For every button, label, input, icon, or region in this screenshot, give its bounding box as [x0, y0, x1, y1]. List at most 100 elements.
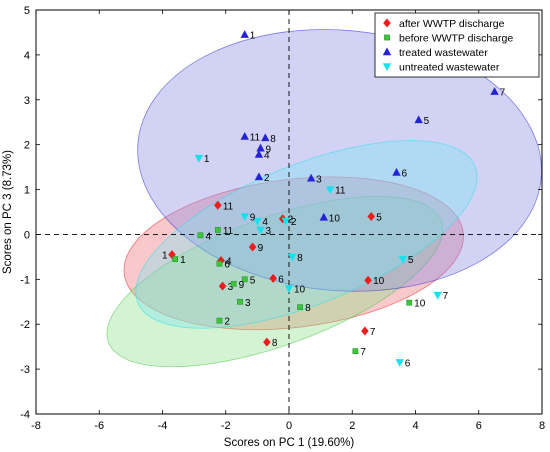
point-label: 9 — [250, 212, 256, 223]
point-label: 8 — [305, 303, 311, 314]
legend-label: after WWTP discharge — [399, 18, 505, 30]
point-label: 7 — [370, 327, 376, 338]
square-point — [237, 298, 243, 305]
point-label: 7 — [360, 347, 366, 358]
diamond-point — [217, 255, 225, 265]
legend-triangle-up-marker — [382, 47, 392, 56]
ellipse-triangle-up — [137, 29, 542, 292]
square-point — [214, 227, 221, 233]
y-tick-label: 4 — [24, 50, 30, 62]
triangle-down-point — [240, 213, 249, 222]
point-label: 8 — [270, 134, 276, 145]
x-tick-label: 2 — [349, 420, 355, 432]
square-point — [297, 304, 303, 311]
point-label: 8 — [297, 253, 303, 264]
diamond-point — [214, 200, 222, 210]
x-tick-label: 8 — [539, 420, 545, 432]
point-label: 2 — [288, 215, 294, 226]
point-label: 5 — [250, 275, 256, 286]
confidence-ellipses — [106, 29, 542, 368]
triangle-up-point — [240, 131, 249, 140]
y-tick-label: -2 — [20, 319, 30, 331]
diamond-point — [263, 337, 271, 347]
point-label: 5 — [424, 116, 430, 127]
triangle-up-point — [254, 149, 264, 158]
diamond-point — [364, 275, 372, 285]
point-label: 10 — [294, 284, 306, 295]
point-label: 5 — [376, 212, 382, 223]
triangle-down-point — [284, 285, 294, 293]
x-tick-label: -2 — [221, 420, 231, 432]
x-tick-label: -4 — [158, 420, 168, 432]
diamond-point — [361, 326, 369, 336]
point-label: 6 — [405, 358, 411, 369]
triangle-up-point — [256, 143, 265, 152]
point-label: 2 — [224, 317, 230, 328]
square-point — [216, 260, 223, 267]
triangle-up-point — [254, 172, 264, 181]
y-tick-label: 3 — [24, 95, 30, 107]
point-label: 4 — [205, 231, 211, 242]
x-tick-label: -6 — [94, 420, 104, 432]
legend-diamond-marker — [383, 18, 391, 28]
point-label: 1 — [250, 31, 256, 42]
point-label: 5 — [408, 255, 414, 266]
point-label: 10 — [329, 213, 341, 224]
point-label: 11 — [223, 226, 234, 237]
y-axis-title: Scores on PC 3 (8.73%) — [2, 150, 14, 274]
diamond-point — [248, 242, 257, 252]
square-point — [216, 317, 223, 324]
legend-label: treated wastewater — [399, 47, 488, 59]
square-point — [230, 280, 237, 287]
triangle-up-point — [490, 87, 499, 95]
point-label: 10 — [414, 299, 426, 310]
diamond-point — [367, 211, 376, 221]
diamond-point — [269, 273, 277, 283]
point-label: 11 — [250, 133, 261, 144]
x-tick-label: -8 — [31, 420, 41, 432]
triangle-up-point — [306, 173, 316, 182]
triangle-up-point — [261, 133, 270, 142]
x-axis-ticks: -8 -6 -4 -2 0 2 4 6 8 — [31, 10, 545, 432]
legend-label: untreated wastewater — [399, 62, 500, 74]
point-label: 11 — [335, 186, 346, 197]
diamond-point — [218, 281, 227, 291]
point-label: 1 — [162, 251, 168, 262]
triangle-down-point — [398, 255, 408, 264]
diamond-point — [168, 250, 176, 260]
square-point — [406, 299, 413, 306]
zero-reference-lines — [36, 10, 542, 414]
triangle-up-point — [392, 167, 401, 176]
point-label: 1 — [180, 255, 186, 266]
legend-box — [374, 12, 540, 78]
legend: after WWTP discharge before WWTP discharg… — [374, 12, 540, 78]
legend-square-marker — [384, 34, 390, 41]
x-axis-title: Scores on PC 1 (19.60%) — [224, 437, 355, 449]
point-label: 7 — [500, 88, 506, 99]
triangle-up-point — [414, 115, 423, 124]
x-tick-label: 4 — [412, 420, 418, 432]
triangle-down-point — [281, 217, 291, 226]
square-point — [352, 348, 359, 355]
triangle-down-point — [194, 154, 204, 163]
triangle-down-point — [253, 217, 262, 226]
point-label: 2 — [291, 217, 297, 228]
ellipse-diamond — [123, 176, 464, 331]
triangle-down-point — [287, 253, 297, 262]
triangle-down-point — [395, 359, 404, 367]
triangle-down-point — [256, 226, 265, 235]
point-label: 9 — [258, 243, 264, 254]
point-label: 9 — [266, 144, 272, 155]
legend-label: before WWTP discharge — [399, 33, 513, 45]
point-label: 10 — [373, 276, 385, 287]
legend-triangle-down-marker — [382, 63, 392, 72]
triangle-up-point — [319, 212, 328, 221]
y-tick-label: 5 — [24, 5, 30, 17]
point-label: 7 — [443, 291, 449, 302]
point-label: 4 — [226, 256, 232, 267]
point-label: 2 — [264, 173, 270, 184]
triangle-down-point — [325, 186, 335, 195]
point-label: 3 — [316, 174, 322, 185]
